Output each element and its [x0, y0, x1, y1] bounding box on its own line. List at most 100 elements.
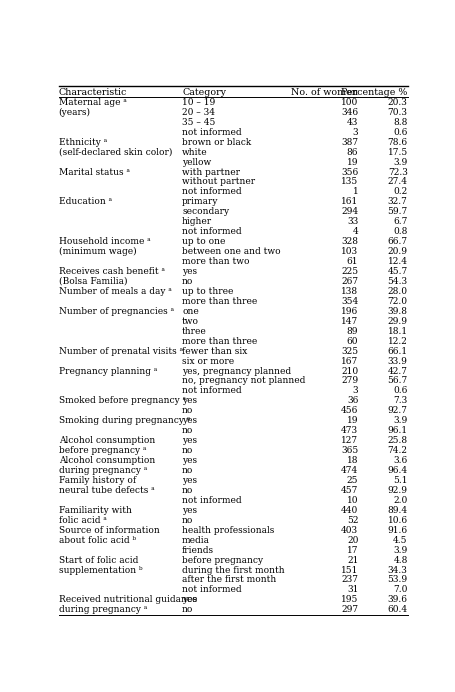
- Text: no: no: [182, 466, 193, 475]
- Text: 1: 1: [353, 188, 359, 197]
- Text: 56.7: 56.7: [388, 376, 408, 385]
- Text: 86: 86: [347, 147, 359, 156]
- Text: 356: 356: [341, 167, 359, 176]
- Text: 25: 25: [347, 476, 359, 485]
- Text: Number of pregnancies ᵃ: Number of pregnancies ᵃ: [59, 307, 174, 316]
- Text: 12.4: 12.4: [388, 257, 408, 266]
- Text: during pregnancy ᵃ: during pregnancy ᵃ: [59, 466, 147, 475]
- Text: yes: yes: [182, 397, 197, 406]
- Text: 35 – 45: 35 – 45: [182, 118, 215, 127]
- Text: no: no: [182, 277, 193, 286]
- Text: 31: 31: [347, 585, 359, 594]
- Text: 60.4: 60.4: [388, 606, 408, 614]
- Text: 92.9: 92.9: [388, 486, 408, 495]
- Text: Smoked before pregnancy ᵃ: Smoked before pregnancy ᵃ: [59, 397, 186, 406]
- Text: 7.3: 7.3: [394, 397, 408, 406]
- Text: 20.3: 20.3: [388, 98, 408, 107]
- Text: with partner: with partner: [182, 167, 240, 176]
- Text: yellow: yellow: [182, 158, 211, 167]
- Text: 474: 474: [341, 466, 359, 475]
- Text: 60: 60: [347, 337, 359, 346]
- Text: 294: 294: [341, 208, 359, 217]
- Text: not informed: not informed: [182, 496, 242, 505]
- Text: 2.0: 2.0: [394, 496, 408, 505]
- Text: 279: 279: [341, 376, 359, 385]
- Text: 32.7: 32.7: [388, 197, 408, 206]
- Text: 135: 135: [341, 178, 359, 187]
- Text: 72.0: 72.0: [388, 297, 408, 306]
- Text: 21: 21: [347, 556, 359, 565]
- Text: No. of women: No. of women: [292, 88, 359, 97]
- Text: 195: 195: [341, 595, 359, 604]
- Text: Start of folic acid: Start of folic acid: [59, 556, 138, 565]
- Text: Smoking during pregnancy ᵃ: Smoking during pregnancy ᵃ: [59, 417, 190, 426]
- Text: 151: 151: [341, 565, 359, 574]
- Text: Characteristic: Characteristic: [59, 88, 127, 97]
- Text: 66.7: 66.7: [388, 237, 408, 246]
- Text: 8.8: 8.8: [394, 118, 408, 127]
- Text: Alcohol consumption: Alcohol consumption: [59, 456, 155, 465]
- Text: no: no: [182, 406, 193, 415]
- Text: (self-declared skin color): (self-declared skin color): [59, 147, 172, 156]
- Text: 0.6: 0.6: [394, 128, 408, 137]
- Text: 19: 19: [347, 417, 359, 426]
- Text: yes: yes: [182, 595, 197, 604]
- Text: 6.7: 6.7: [394, 217, 408, 226]
- Text: brown or black: brown or black: [182, 138, 251, 147]
- Text: 10 – 19: 10 – 19: [182, 98, 215, 107]
- Text: 297: 297: [341, 606, 359, 614]
- Text: health professionals: health professionals: [182, 526, 274, 535]
- Text: friends: friends: [182, 545, 214, 555]
- Text: 0.2: 0.2: [394, 188, 408, 197]
- Text: before pregnancy ᵃ: before pregnancy ᵃ: [59, 446, 146, 455]
- Text: no: no: [182, 446, 193, 455]
- Text: yes: yes: [182, 436, 197, 445]
- Text: 45.7: 45.7: [388, 267, 408, 276]
- Text: 19: 19: [347, 158, 359, 167]
- Text: not informed: not informed: [182, 128, 242, 137]
- Text: Family history of: Family history of: [59, 476, 136, 485]
- Text: 33.9: 33.9: [388, 356, 408, 365]
- Text: 167: 167: [341, 356, 359, 365]
- Text: Percentage %: Percentage %: [341, 88, 408, 97]
- Text: 27.4: 27.4: [388, 178, 408, 187]
- Text: Pregnancy planning ᵃ: Pregnancy planning ᵃ: [59, 367, 157, 376]
- Text: 29.9: 29.9: [388, 317, 408, 326]
- Text: 0.8: 0.8: [394, 227, 408, 236]
- Text: 10.6: 10.6: [388, 516, 408, 525]
- Text: no: no: [182, 486, 193, 495]
- Text: Received nutritional guidance: Received nutritional guidance: [59, 595, 197, 604]
- Text: Number of meals a day ᵃ: Number of meals a day ᵃ: [59, 287, 172, 296]
- Text: higher: higher: [182, 217, 212, 226]
- Text: primary: primary: [182, 197, 218, 206]
- Text: 33: 33: [347, 217, 359, 226]
- Text: 39.8: 39.8: [388, 307, 408, 316]
- Text: (years): (years): [59, 108, 91, 117]
- Text: Category: Category: [182, 88, 226, 97]
- Text: 3: 3: [353, 386, 359, 395]
- Text: media: media: [182, 536, 210, 545]
- Text: 53.9: 53.9: [388, 576, 408, 585]
- Text: more than three: more than three: [182, 297, 258, 306]
- Text: 89: 89: [347, 327, 359, 336]
- Text: 3.9: 3.9: [394, 158, 408, 167]
- Text: before pregnancy: before pregnancy: [182, 556, 263, 565]
- Text: Marital status ᵃ: Marital status ᵃ: [59, 167, 130, 176]
- Text: 0.6: 0.6: [394, 386, 408, 395]
- Text: 39.6: 39.6: [388, 595, 408, 604]
- Text: no, pregnancy not planned: no, pregnancy not planned: [182, 376, 305, 385]
- Text: not informed: not informed: [182, 227, 242, 236]
- Text: no: no: [182, 606, 193, 614]
- Text: Maternal age ᵃ: Maternal age ᵃ: [59, 98, 126, 107]
- Text: 100: 100: [341, 98, 359, 107]
- Text: 36: 36: [347, 397, 359, 406]
- Text: neural tube defects ᵃ: neural tube defects ᵃ: [59, 486, 154, 495]
- Text: 354: 354: [341, 297, 359, 306]
- Text: folic acid ᵃ: folic acid ᵃ: [59, 516, 106, 525]
- Text: 127: 127: [341, 436, 359, 445]
- Text: yes: yes: [182, 506, 197, 515]
- Text: not informed: not informed: [182, 585, 242, 594]
- Text: 91.6: 91.6: [388, 526, 408, 535]
- Text: 54.3: 54.3: [388, 277, 408, 286]
- Text: 28.0: 28.0: [388, 287, 408, 296]
